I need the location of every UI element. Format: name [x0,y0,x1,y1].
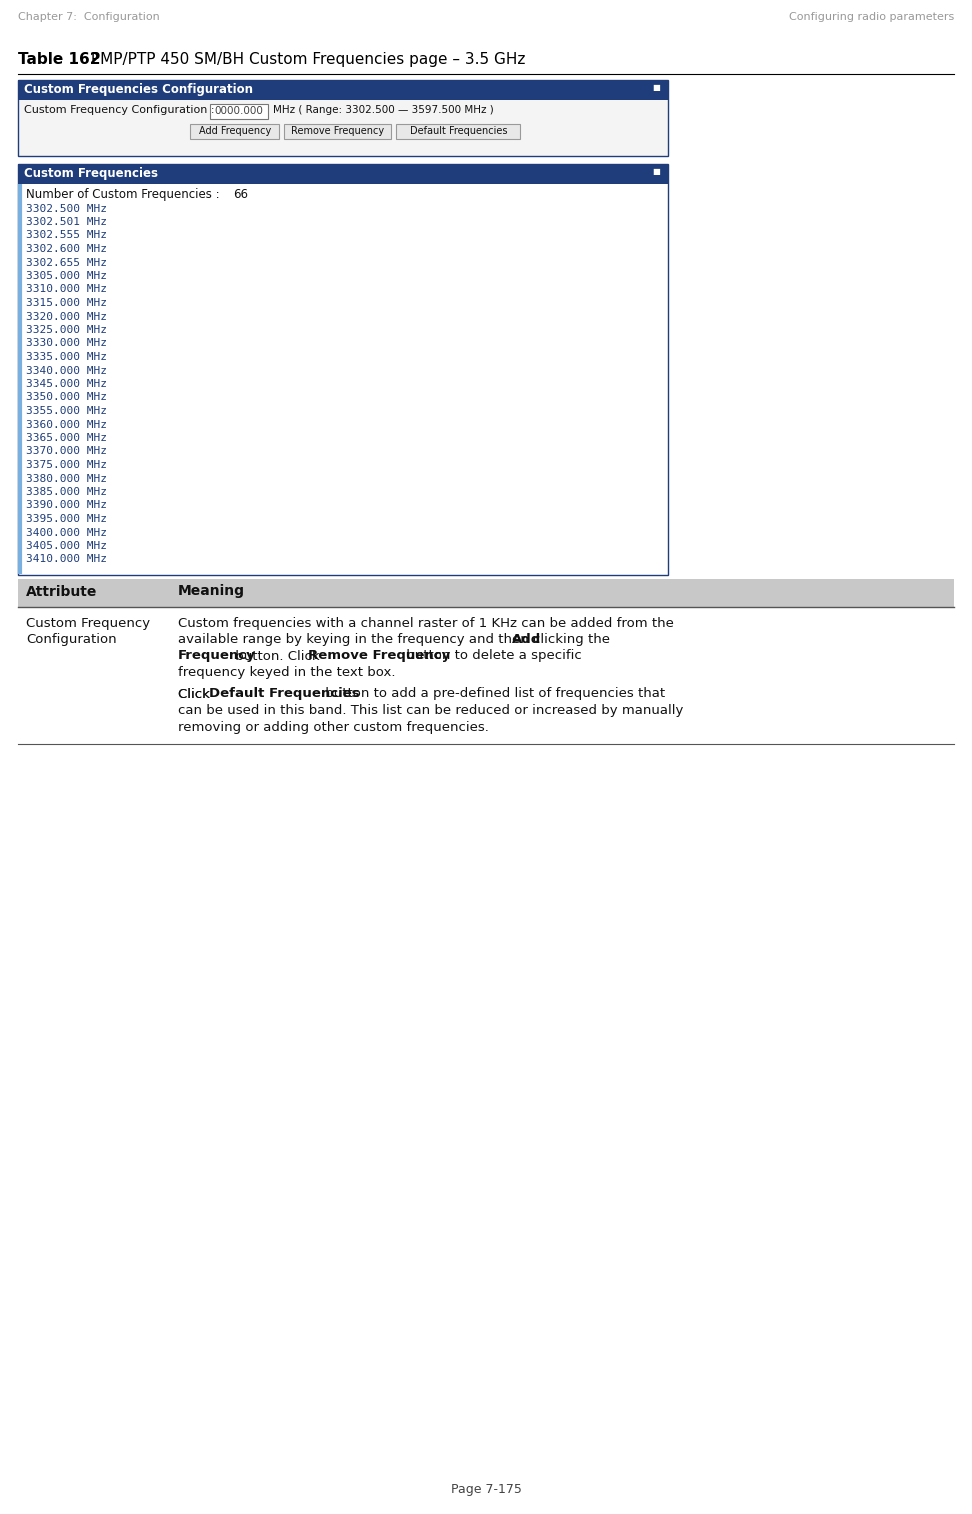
Text: 3315.000 MHz: 3315.000 MHz [26,298,107,307]
Text: Click: Click [178,687,214,701]
Text: Default Frequencies: Default Frequencies [209,687,360,701]
Text: Page 7-175: Page 7-175 [451,1484,521,1496]
Text: 3410.000 MHz: 3410.000 MHz [26,554,107,565]
Text: Add: Add [511,633,540,646]
Bar [18,578,954,607]
Text: 3345.000 MHz: 3345.000 MHz [26,378,107,389]
Text: Custom frequencies with a channel raster of 1 KHz can be added from the: Custom frequencies with a channel raster… [178,616,674,630]
Text: Custom Frequencies: Custom Frequencies [24,167,158,180]
Text: 3390.000 MHz: 3390.000 MHz [26,501,107,510]
Text: Number of Custom Frequencies :: Number of Custom Frequencies : [26,188,220,201]
Bar [18,164,668,574]
Bar [18,80,668,100]
Text: PMP/PTP 450 SM/BH Custom Frequencies page – 3.5 GHz: PMP/PTP 450 SM/BH Custom Frequencies pag… [86,51,526,67]
Text: frequency keyed in the text box.: frequency keyed in the text box. [178,666,396,678]
Text: 3335.000 MHz: 3335.000 MHz [26,351,107,362]
Text: Attribute: Attribute [26,584,97,598]
Text: 3305.000 MHz: 3305.000 MHz [26,271,107,282]
Text: 3365.000 MHz: 3365.000 MHz [26,433,107,444]
Text: 3350.000 MHz: 3350.000 MHz [26,392,107,403]
Text: Custom Frequencies Configuration: Custom Frequencies Configuration [24,83,253,95]
Bar [285,124,391,139]
Text: 66: 66 [233,188,248,201]
Text: button to add a pre-defined list of frequencies that: button to add a pre-defined list of freq… [321,687,665,701]
Text: 3355.000 MHz: 3355.000 MHz [26,406,107,416]
Text: Table 162: Table 162 [18,51,100,67]
Text: Configuration: Configuration [26,633,117,645]
Text: 3360.000 MHz: 3360.000 MHz [26,419,107,430]
Text: ■: ■ [652,167,660,176]
Text: 3325.000 MHz: 3325.000 MHz [26,326,107,335]
Bar [18,80,668,156]
Text: button. Click: button. Click [231,650,324,663]
Text: 3302.555 MHz: 3302.555 MHz [26,230,107,241]
Text: Meaning: Meaning [178,584,245,598]
Text: Add Frequency: Add Frequency [198,126,271,136]
Bar [190,124,279,139]
Text: 3320.000 MHz: 3320.000 MHz [26,312,107,321]
Text: Click: Click [178,687,214,701]
Text: ■: ■ [652,83,660,92]
Text: 3370.000 MHz: 3370.000 MHz [26,447,107,457]
Text: Custom Frequency Configuration :: Custom Frequency Configuration : [24,104,215,115]
Text: 3302.655 MHz: 3302.655 MHz [26,257,107,268]
Text: 3302.600 MHz: 3302.600 MHz [26,244,107,254]
Text: available range by keying in the frequency and then clicking the: available range by keying in the frequen… [178,633,614,646]
Text: removing or adding other custom frequencies.: removing or adding other custom frequenc… [178,721,489,733]
Text: 3375.000 MHz: 3375.000 MHz [26,460,107,469]
Text: 3302.501 MHz: 3302.501 MHz [26,217,107,227]
Text: Chapter 7:  Configuration: Chapter 7: Configuration [18,12,159,23]
Text: Frequency: Frequency [178,650,256,663]
Text: Configuring radio parameters: Configuring radio parameters [788,12,954,23]
Text: Remove Frequency: Remove Frequency [308,650,450,663]
Text: MHz ( Range: 3302.500 — 3597.500 MHz ): MHz ( Range: 3302.500 — 3597.500 MHz ) [273,104,494,115]
Text: can be used in this band. This list can be reduced or increased by manually: can be used in this band. This list can … [178,704,683,718]
Text: 3340.000 MHz: 3340.000 MHz [26,365,107,375]
Bar [397,124,520,139]
Text: 3400.000 MHz: 3400.000 MHz [26,527,107,537]
Text: Default Frequencies: Default Frequencies [409,126,507,136]
Text: Custom Frequency: Custom Frequency [26,616,150,630]
Text: button to delete a specific: button to delete a specific [402,650,582,663]
Text: 3385.000 MHz: 3385.000 MHz [26,488,107,497]
Text: 0000.000: 0000.000 [215,106,263,115]
Text: 3395.000 MHz: 3395.000 MHz [26,513,107,524]
Text: Remove Frequency: Remove Frequency [292,126,384,136]
Text: 3330.000 MHz: 3330.000 MHz [26,339,107,348]
Text: 3405.000 MHz: 3405.000 MHz [26,540,107,551]
Text: 3310.000 MHz: 3310.000 MHz [26,285,107,295]
Text: 3302.500 MHz: 3302.500 MHz [26,203,107,213]
Bar [210,104,268,120]
Bar [18,164,668,185]
Text: 3380.000 MHz: 3380.000 MHz [26,474,107,483]
